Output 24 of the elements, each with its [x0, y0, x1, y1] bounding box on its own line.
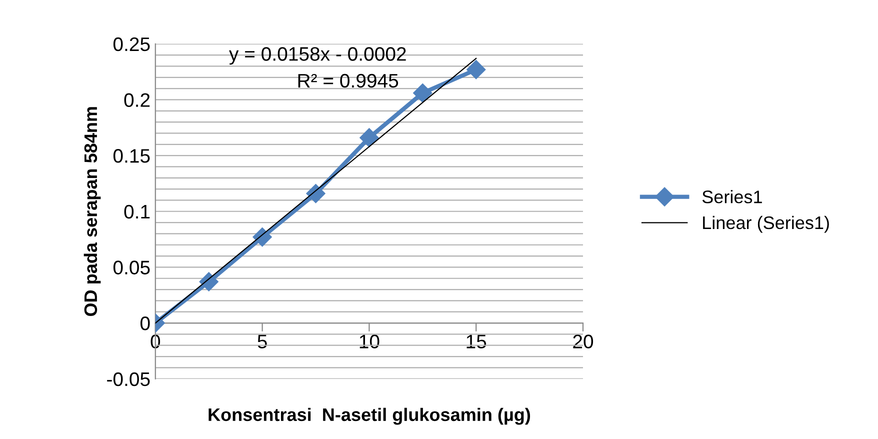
x-tick-label: 20 [573, 334, 594, 348]
y-tick-label: 0.2 [124, 93, 150, 107]
point [466, 60, 486, 80]
point [252, 228, 272, 247]
y-tick-label: 0.15 [113, 149, 150, 163]
x-tick-label: 10 [360, 334, 380, 348]
x-tick-label: 5 [258, 334, 267, 348]
x-tick-label: 15 [466, 334, 486, 348]
x-tick-label: 0 [150, 334, 160, 348]
y-axis-title: OD pada serapan 584nm [84, 107, 101, 316]
y-tick-label: 0.25 [113, 37, 150, 52]
annotation: R² = 0.9945 [298, 74, 398, 88]
x-axis-title: Konsentrasi N-asetil glukosamin (µg) [208, 408, 530, 425]
point [199, 272, 218, 292]
point [413, 83, 432, 103]
y-tick-label: 0.1 [124, 204, 150, 219]
point [360, 128, 379, 148]
legend-label: Series1 [702, 190, 762, 204]
point [306, 184, 326, 204]
y-tick-label: 0.05 [113, 260, 150, 274]
y-tick-label: -0.05 [107, 372, 150, 386]
annotation: y = 0.0158x - 0.0002 [229, 47, 406, 65]
y-tick-label: 0 [140, 316, 150, 330]
legend-label: Linear (Series1) [703, 216, 829, 233]
